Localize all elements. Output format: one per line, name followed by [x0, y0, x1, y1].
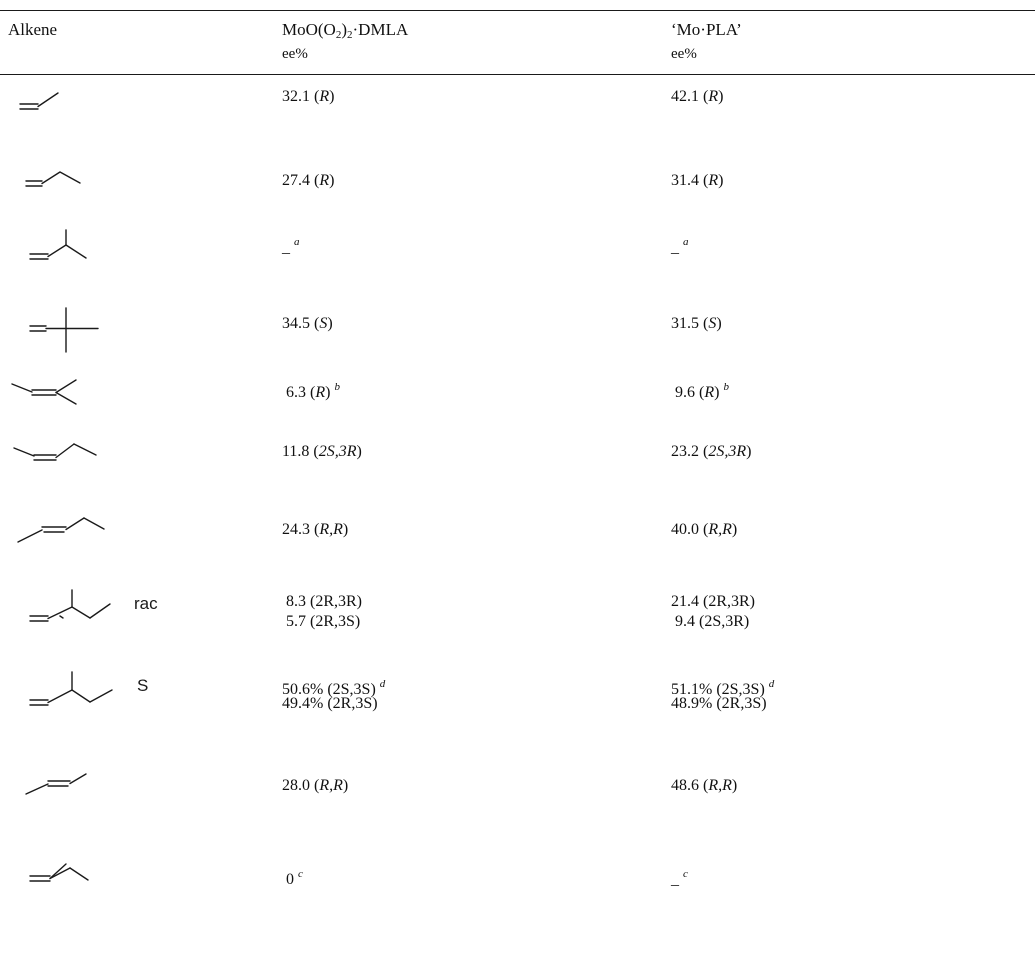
dmla-value: 8.3 (2R,3R)	[286, 593, 362, 610]
pla-value: 9.4 (2S,3R)	[675, 613, 750, 630]
pla-value: 40.0 (R,R)	[671, 521, 738, 538]
dmla-value: 49.4% (2R,3S)	[282, 695, 378, 712]
table-top-rule	[0, 10, 1035, 11]
pla-value: 31.4 (R)	[671, 172, 724, 189]
3,3-dimethyl-1-butene-icon	[0, 296, 140, 356]
table-header-rule	[0, 74, 1035, 75]
2-methyl-1-butene-icon	[0, 852, 140, 892]
2-methyl-2-butene-icon	[0, 370, 140, 410]
header-pla-unit: ee%	[671, 46, 697, 62]
dmla-value: _ a	[282, 236, 300, 256]
3-methyl-1-pentene-rac-icon	[0, 580, 140, 640]
header-dmla-title: MoO(O2)2·DMLA	[282, 20, 409, 41]
dmla-value: 6.3 (R) b	[286, 381, 340, 401]
pla-value: 23.2 (2S,3R)	[671, 443, 752, 460]
cis-2-pentene-icon	[0, 430, 140, 470]
dmla-value: 24.3 (R,R)	[282, 521, 349, 538]
dmla-value: 11.8 (2S,3R)	[282, 443, 362, 460]
pla-value: 51.1% (2S,3S) d	[671, 678, 775, 698]
header-dmla: MoO(O2)2·DMLA ee%	[282, 20, 408, 64]
dmla-value: 27.4 (R)	[282, 172, 335, 189]
header-alkene-label: Alkene	[8, 20, 58, 39]
pla-value: _ c	[671, 868, 688, 888]
3-methyl-1-pentene-s-icon	[0, 662, 140, 722]
header-alkene: Alkene	[8, 20, 57, 40]
trans-2-pentene-icon	[0, 508, 140, 548]
pla-value: 31.5 (S)	[671, 315, 722, 332]
s-enantiomer-tag: S	[137, 676, 149, 695]
dmla-value: 34.5 (S)	[282, 315, 333, 332]
pla-value: 48.6 (R,R)	[671, 777, 738, 794]
3-methyl-1-butene-icon	[0, 226, 140, 276]
trans-2-butene-icon	[0, 768, 140, 808]
dmla-value: 28.0 (R,R)	[282, 777, 349, 794]
racemic-tag: rac	[134, 594, 158, 613]
dmla-value: 32.1 (R)	[282, 88, 335, 105]
pla-value: 48.9% (2R,3S)	[671, 695, 767, 712]
header-pla-title: ‘Mo·PLA’	[671, 20, 742, 39]
dmla-value: 5.7 (2R,3S)	[286, 613, 361, 630]
pla-value: 9.6 (R) b	[675, 381, 729, 401]
1-butene-icon	[0, 160, 140, 200]
propene-icon	[0, 80, 140, 120]
pla-value: 21.4 (2R,3R)	[671, 593, 755, 610]
header-pla: ‘Mo·PLA’ ee%	[671, 20, 742, 64]
dmla-value: 50.6% (2S,3S) d	[282, 678, 386, 698]
pla-value: 42.1 (R)	[671, 88, 724, 105]
header-dmla-unit: ee%	[282, 46, 308, 62]
pla-value: _ a	[671, 236, 689, 256]
